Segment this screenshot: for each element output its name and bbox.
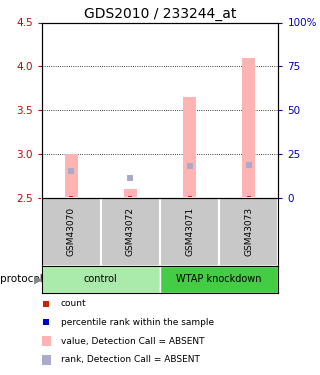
Text: control: control xyxy=(84,274,118,284)
Text: percentile rank within the sample: percentile rank within the sample xyxy=(60,318,214,327)
Text: protocol: protocol xyxy=(0,274,43,284)
Title: GDS2010 / 233244_at: GDS2010 / 233244_at xyxy=(84,8,236,21)
Bar xyxy=(183,97,196,198)
Bar xyxy=(160,266,278,292)
Text: count: count xyxy=(60,299,86,308)
Text: value, Detection Call = ABSENT: value, Detection Call = ABSENT xyxy=(60,337,204,346)
Bar xyxy=(242,57,255,198)
Text: WTAP knockdown: WTAP knockdown xyxy=(176,274,262,284)
Bar xyxy=(42,198,101,266)
Bar xyxy=(42,266,160,292)
Text: GSM43073: GSM43073 xyxy=(244,207,253,256)
Bar xyxy=(160,198,219,266)
Text: GSM43070: GSM43070 xyxy=(67,207,76,256)
Bar xyxy=(101,198,160,266)
Bar xyxy=(219,198,278,266)
Text: ▶: ▶ xyxy=(34,274,42,284)
Text: rank, Detection Call = ABSENT: rank, Detection Call = ABSENT xyxy=(60,356,199,364)
Bar xyxy=(65,154,78,198)
Text: GSM43071: GSM43071 xyxy=(185,207,194,256)
Bar xyxy=(124,189,137,198)
Text: GSM43072: GSM43072 xyxy=(126,207,135,256)
